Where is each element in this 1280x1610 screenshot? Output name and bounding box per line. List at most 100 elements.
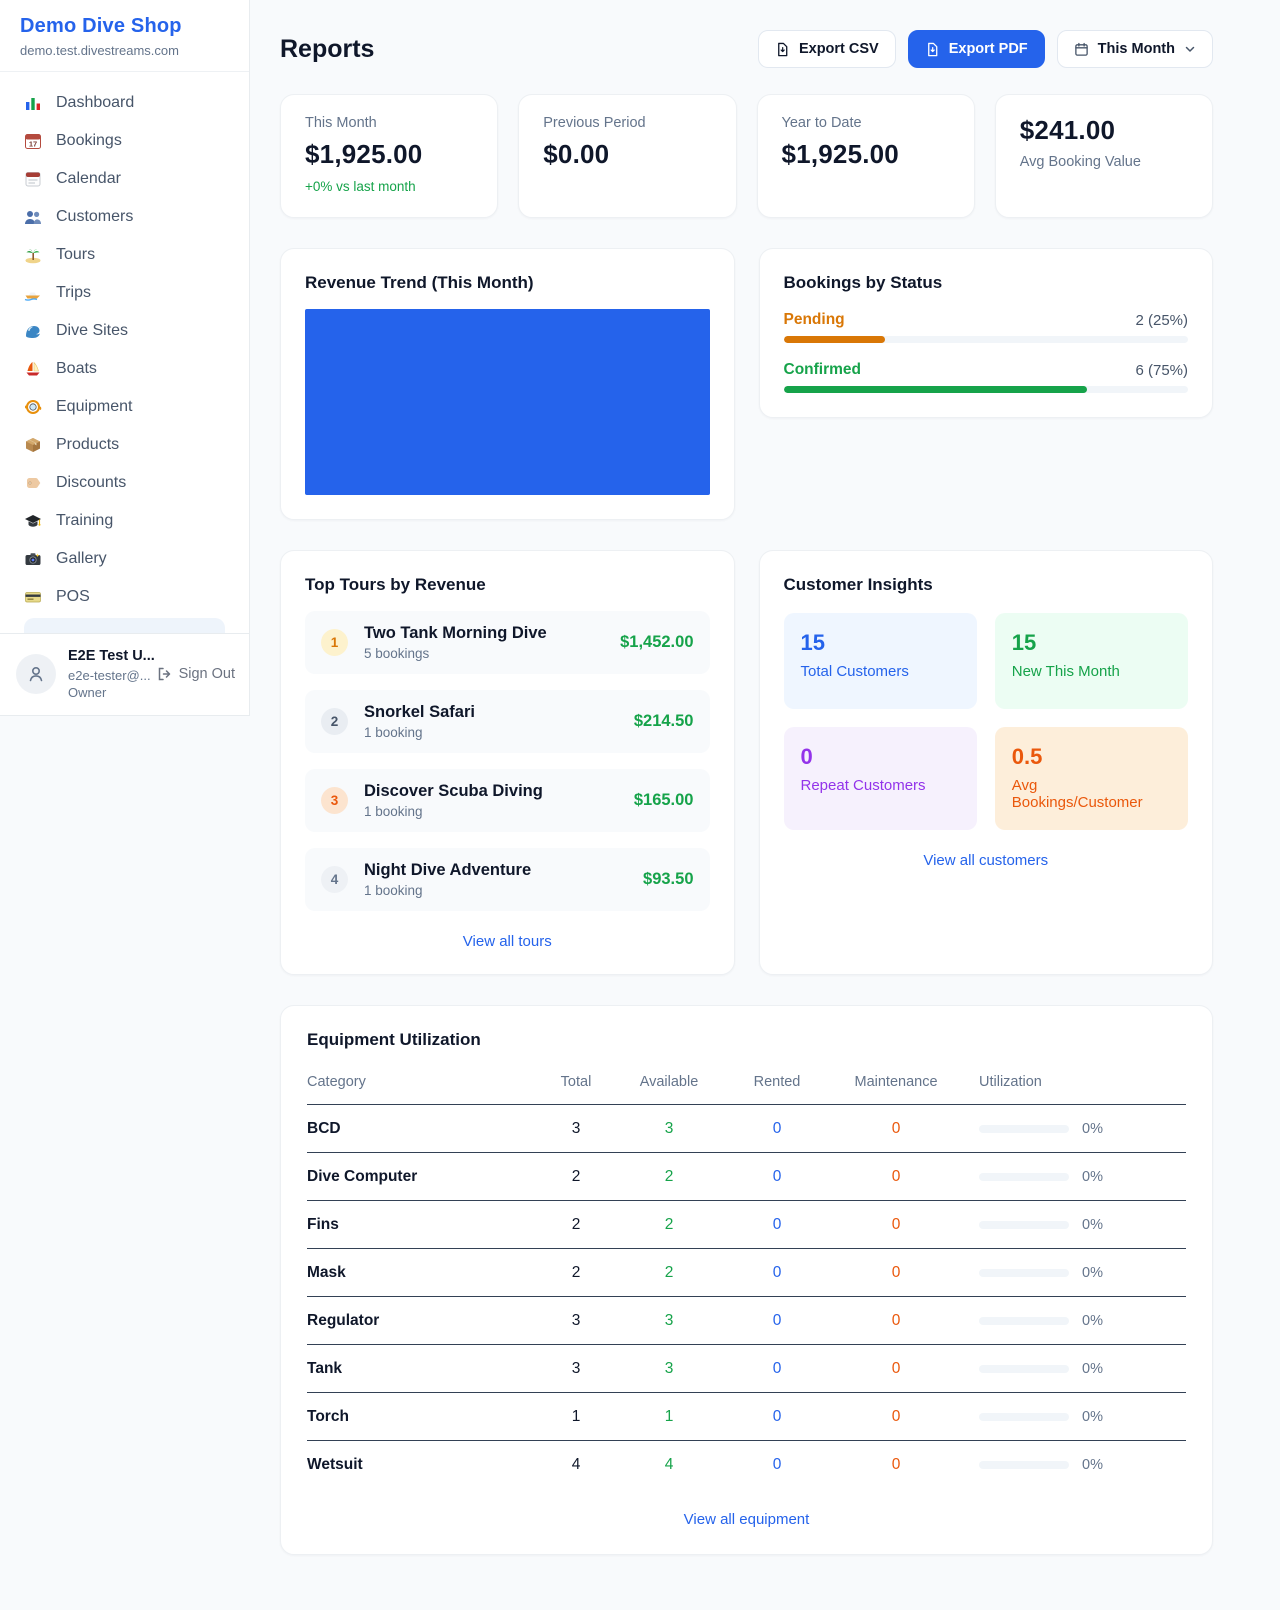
sidebar-item-gallery[interactable]: Gallery: [12, 540, 237, 578]
utilization-track: [979, 1316, 1069, 1325]
sidebar-item-partial[interactable]: [24, 618, 225, 633]
cell-maintenance: 0: [891, 1311, 901, 1329]
sidebar-item-equipment[interactable]: Equipment: [12, 388, 237, 426]
table-header-row: Category Total Available Rented Maintena…: [307, 1066, 1186, 1105]
export-csv-button[interactable]: Export CSV: [757, 30, 896, 68]
island-icon: [24, 246, 42, 264]
sidebar-item-boats[interactable]: Boats: [12, 350, 237, 388]
cell-total: 3: [571, 1311, 581, 1329]
cell-available: 2: [664, 1263, 674, 1281]
table-row: Mask 2 2 0 0 0%: [307, 1249, 1186, 1297]
progress-fill: [783, 386, 1087, 393]
export-pdf-button[interactable]: Export PDF: [907, 30, 1045, 68]
tour-row[interactable]: 4 Night Dive Adventure 1 booking $93.50: [305, 848, 710, 911]
sidebar-item-trips[interactable]: Trips: [12, 274, 237, 312]
top-tours-title: Top Tours by Revenue: [305, 575, 486, 594]
utilization-track: [979, 1124, 1069, 1133]
cell-total: 2: [571, 1263, 581, 1281]
sidebar-item-label: Tours: [56, 246, 96, 263]
status-row-confirmed: Confirmed 6 (75%): [783, 361, 1188, 393]
column-header-category: Category: [307, 1074, 366, 1090]
sign-out-button[interactable]: Sign Out: [156, 666, 235, 682]
tile-label: Repeat Customers: [800, 777, 926, 794]
sidebar-item-calendar[interactable]: Calendar: [12, 160, 237, 198]
sidebar-item-label: Calendar: [56, 170, 121, 187]
sidebar-item-customers[interactable]: Customers: [12, 198, 237, 236]
sidebar-item-bookings[interactable]: 17 Bookings: [12, 122, 237, 160]
avatar: [16, 654, 56, 695]
revenue-trend-card: Revenue Trend (This Month): [280, 248, 735, 520]
main-header: Reports Export CSV Export PDF This Month: [280, 30, 1213, 68]
sidebar-item-dive-sites[interactable]: Dive Sites: [12, 312, 237, 350]
cell-maintenance: 0: [891, 1119, 901, 1137]
cell-available: 2: [664, 1167, 674, 1185]
cell-category: Tank: [307, 1359, 343, 1377]
tour-row[interactable]: 2 Snorkel Safari 1 booking $214.50: [305, 690, 710, 753]
cell-maintenance: 0: [891, 1167, 901, 1185]
table-body: BCD 3 3 0 0 0% Dive Computer 2 2 0 0: [307, 1105, 1186, 1489]
person-icon: [29, 667, 43, 682]
utilization-text: 0%: [1082, 1408, 1103, 1425]
package-icon: [24, 436, 42, 454]
cell-total: 4: [571, 1456, 581, 1473]
cell-rented: 0: [772, 1215, 782, 1233]
stat-label: This Month: [305, 115, 377, 131]
view-all-customers-link[interactable]: View all customers: [923, 852, 1049, 869]
sidebar-item-label: Discounts: [56, 474, 127, 491]
status-label: Confirmed: [783, 361, 862, 378]
sidebar-item-tours[interactable]: Tours: [12, 236, 237, 274]
utilization-track: [979, 1268, 1069, 1277]
table-row: Torch 1 1 0 0 0%: [307, 1393, 1186, 1441]
tour-row[interactable]: 1 Two Tank Morning Dive 5 bookings $1,45…: [305, 611, 710, 674]
view-all-tours-link[interactable]: View all tours: [462, 933, 552, 950]
tour-amount: $165.00: [633, 791, 694, 809]
sidebar-item-dashboard[interactable]: Dashboard: [12, 84, 237, 122]
sidebar-item-discounts[interactable]: Discounts: [12, 464, 237, 502]
stats-row: This Month $1,925.00 +0% vs last month P…: [280, 94, 1213, 218]
utilization-text: 0%: [1082, 1457, 1103, 1473]
view-all-equipment-link[interactable]: View all equipment: [683, 1511, 810, 1528]
tour-row[interactable]: 3 Discover Scuba Diving 1 booking $165.0…: [305, 769, 710, 832]
tile-label: New This Month: [1011, 663, 1120, 680]
cell-rented: 0: [772, 1407, 782, 1425]
cell-utilization: 0%: [961, 1169, 1186, 1185]
revenue-trend-bar: [305, 309, 710, 495]
grad-cap-icon: [24, 512, 42, 530]
cell-available: 2: [664, 1215, 674, 1233]
stat-card-avg-booking: $241.00 Avg Booking Value: [994, 94, 1213, 218]
cell-utilization: 0%: [961, 1313, 1186, 1329]
status-label: Pending: [783, 311, 845, 328]
credit-card-icon: [24, 588, 42, 606]
utilization-text: 0%: [1082, 1120, 1103, 1137]
sidebar-item-label: Equipment: [56, 398, 133, 415]
tour-bookings: 1 booking: [364, 725, 423, 740]
stat-label: Avg Booking Value: [1019, 154, 1141, 170]
charts-row: Revenue Trend (This Month) Bookings by S…: [280, 248, 1213, 520]
speedboat-icon: [24, 284, 42, 302]
user-meta: E2E Test U... e2e-tester@... Owner: [68, 647, 155, 702]
svg-text:17: 17: [29, 140, 37, 149]
column-header-maintenance: Maintenance: [854, 1074, 938, 1090]
sidebar-item-pos[interactable]: POS: [12, 578, 237, 616]
tile-value: 0: [800, 744, 813, 769]
sidebar-item-training[interactable]: Training: [12, 502, 237, 540]
cell-total: 3: [571, 1119, 581, 1137]
sidebar-divider: [0, 71, 249, 72]
tile-value: 15: [800, 630, 825, 655]
cell-category: BCD: [307, 1119, 341, 1137]
tour-bookings: 5 bookings: [364, 646, 430, 661]
sidebar-item-products[interactable]: Products: [12, 426, 237, 464]
cell-rented: 0: [772, 1263, 782, 1281]
cell-available: 3: [664, 1359, 674, 1377]
stat-value: $241.00: [1019, 115, 1116, 145]
insight-tile-avg-bookings: 0.5 Avg Bookings/Customer: [994, 727, 1188, 830]
stat-label: Previous Period: [543, 115, 646, 131]
stat-delta: +0% vs last month: [305, 179, 416, 194]
cell-maintenance: 0: [891, 1215, 901, 1233]
period-dropdown[interactable]: This Month: [1056, 30, 1213, 68]
utilization-text: 0%: [1082, 1360, 1103, 1377]
utilization-track: [979, 1172, 1069, 1181]
cell-rented: 0: [772, 1359, 782, 1377]
tour-amount: $214.50: [633, 712, 694, 730]
tile-value: 0.5: [1011, 744, 1043, 769]
